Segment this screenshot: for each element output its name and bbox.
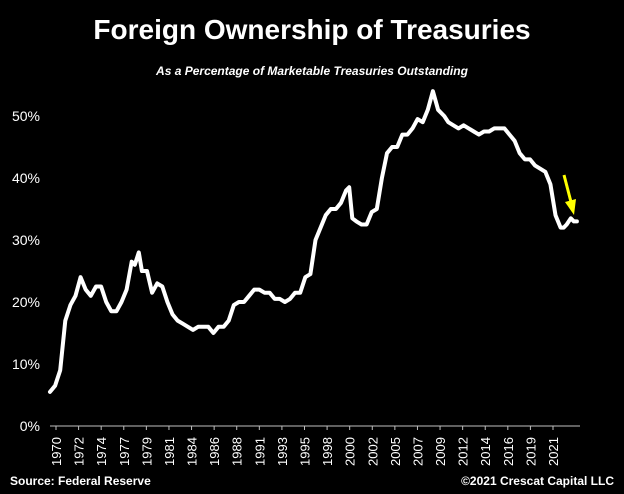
x-axis: 1970 1972 1974 1977 1979 1981 1984 1986 1988 1991… bbox=[49, 426, 561, 466]
x-tick-label: 1998 bbox=[320, 437, 335, 466]
x-tick-label: 1974 bbox=[94, 437, 109, 466]
x-tick-label: 2012 bbox=[456, 437, 471, 466]
down-arrow-icon bbox=[562, 174, 576, 215]
x-tick-label: 1981 bbox=[162, 437, 177, 466]
x-tick-label: 2019 bbox=[523, 437, 538, 466]
x-tick-label: 1972 bbox=[72, 437, 87, 466]
copyright-note: ©2021 Crescat Capital LLC bbox=[461, 474, 614, 488]
y-axis: 0% 10% 20% 30% 40% 50% bbox=[12, 108, 40, 434]
chart-subtitle: As a Percentage of Marketable Treasuries… bbox=[156, 64, 468, 78]
y-tick-label: 0% bbox=[20, 418, 40, 434]
x-tick-label: 1979 bbox=[139, 437, 154, 466]
x-tick-label: 1995 bbox=[298, 437, 313, 466]
x-tick-label: 1986 bbox=[207, 437, 222, 466]
y-tick-label: 30% bbox=[12, 232, 40, 248]
x-tick-label: 2005 bbox=[388, 437, 403, 466]
y-tick-label: 10% bbox=[12, 356, 40, 372]
y-tick-label: 20% bbox=[12, 294, 40, 310]
x-tick-label: 1977 bbox=[117, 437, 132, 466]
x-tick-label: 2007 bbox=[410, 437, 425, 466]
x-tick-label: 2021 bbox=[546, 437, 561, 466]
chart-title: Foreign Ownership of Treasuries bbox=[93, 14, 531, 45]
x-tick-label: 1991 bbox=[252, 437, 267, 466]
source-note: Source: Federal Reserve bbox=[10, 474, 151, 488]
series-line bbox=[48, 89, 579, 394]
x-tick-label: 1988 bbox=[230, 437, 245, 466]
x-tick-label: 2002 bbox=[365, 437, 380, 466]
y-tick-label: 50% bbox=[12, 108, 40, 124]
x-tick-label: 1970 bbox=[49, 437, 64, 466]
x-tick-label: 2014 bbox=[478, 437, 493, 466]
x-tick-label: 2016 bbox=[501, 437, 516, 466]
x-tick-label: 2000 bbox=[343, 437, 358, 466]
x-tick-label: 1984 bbox=[185, 437, 200, 466]
x-tick-label: 2009 bbox=[433, 437, 448, 466]
y-tick-label: 40% bbox=[12, 170, 40, 186]
x-tick-label: 1993 bbox=[275, 437, 290, 466]
